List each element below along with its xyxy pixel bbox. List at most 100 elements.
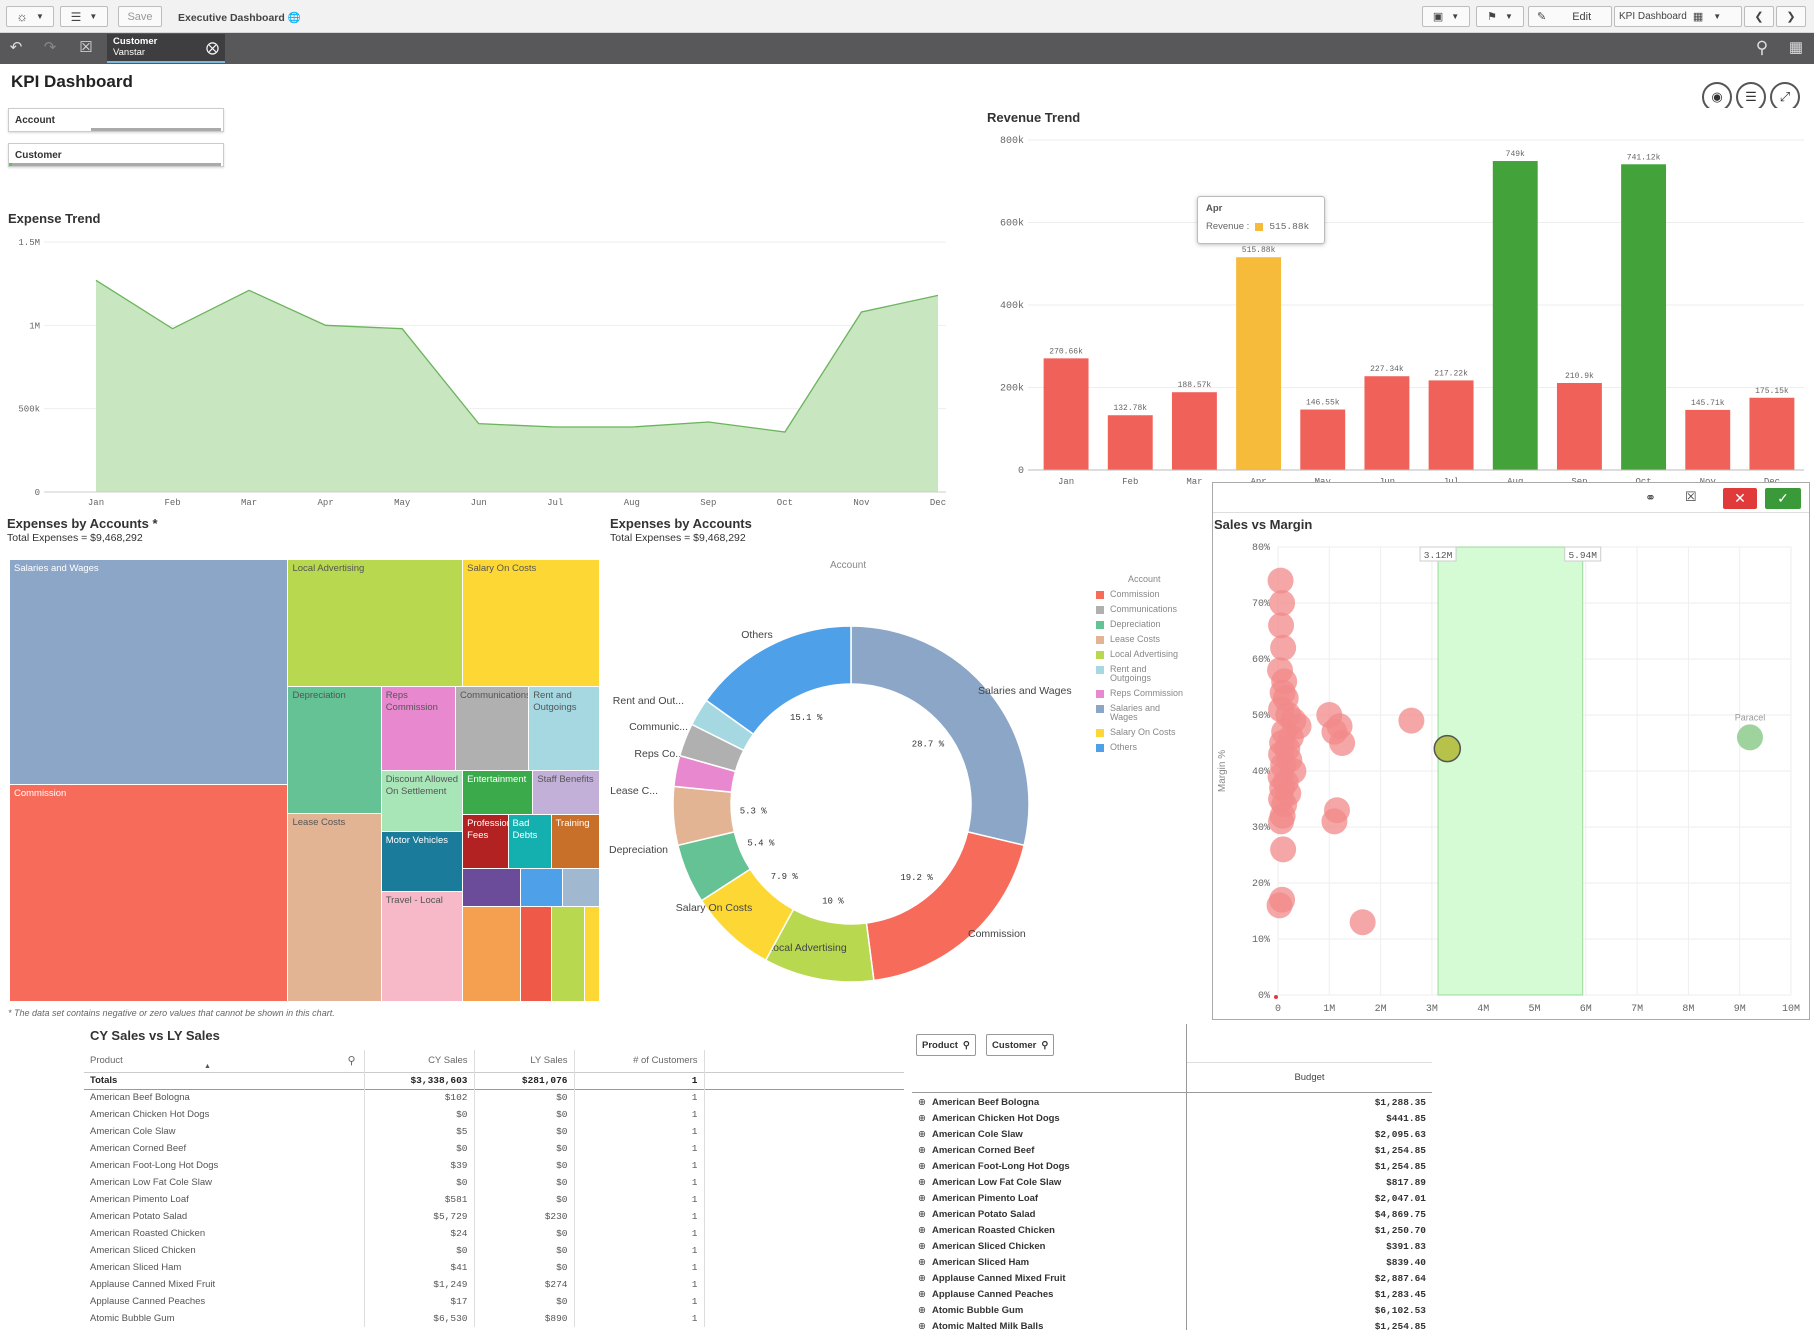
revenue-bar[interactable] — [1043, 358, 1089, 470]
scatter-point[interactable] — [1266, 892, 1293, 919]
expense-point[interactable] — [324, 323, 328, 327]
revenue-bar[interactable] — [1428, 380, 1474, 470]
treemap-cell[interactable]: Salaries and Wages — [10, 560, 289, 786]
revenue-bar[interactable] — [1171, 392, 1217, 470]
expand-icon[interactable]: ⊕ — [918, 1240, 926, 1252]
expand-icon[interactable]: ⊕ — [918, 1128, 926, 1140]
legend-item[interactable]: Reps Commission — [1096, 689, 1206, 698]
pivot-dim-customer[interactable]: Customer ⚲ — [986, 1034, 1055, 1056]
treemap-cell[interactable]: Depreciation — [288, 687, 382, 814]
treemap-cell[interactable]: Professional Fees — [463, 814, 509, 870]
pivot-row[interactable]: ⊕ American Pimento Loaf $2,047.01 — [912, 1190, 1432, 1206]
expand-icon[interactable]: ⊕ — [918, 1160, 926, 1172]
expense-point[interactable] — [94, 278, 98, 282]
pivot-row[interactable]: ⊕ American Sliced Ham $839.40 — [912, 1254, 1432, 1270]
scatter-point[interactable] — [1270, 634, 1297, 661]
selection-chip-customer[interactable]: Customer Vanstar ⨂ — [107, 34, 225, 63]
step-back-icon[interactable]: ↶ — [9, 39, 23, 56]
treemap-cell[interactable]: Communications — [456, 687, 530, 772]
revenue-bar[interactable] — [1300, 409, 1346, 470]
table-row[interactable]: American Sliced Ham $41 $0 1 — [84, 1259, 904, 1276]
expand-icon[interactable]: ⊕ — [918, 1320, 926, 1330]
pivot-row[interactable]: ⊕ American Potato Salad $4,869.75 — [912, 1206, 1432, 1222]
scatter-point[interactable] — [1269, 590, 1296, 616]
revenue-trend-chart[interactable]: 0 200k 400k 600k 800k 270.66k Jan 132.78k Feb 188… — [986, 128, 1810, 506]
table-row[interactable]: Applause Canned Peaches $17 $0 1 — [84, 1293, 904, 1310]
expense-point[interactable] — [783, 430, 787, 434]
treemap-cell[interactable]: Motor Vehicles — [381, 832, 464, 893]
table-row[interactable]: American Beef Bologna $102 $0 1 — [84, 1089, 904, 1106]
expense-point[interactable] — [171, 327, 175, 331]
expense-point[interactable] — [247, 288, 251, 292]
next-sheet-button[interactable]: ❯ — [1776, 6, 1806, 27]
revenue-bar[interactable] — [1621, 164, 1667, 470]
scatter-point-selected[interactable] — [1433, 734, 1462, 763]
pivot-row[interactable]: ⊕ Applause Canned Peaches $1,283.45 — [912, 1286, 1432, 1302]
table-row[interactable]: American Foot-Long Hot Dogs $39 $0 1 — [84, 1157, 904, 1174]
selections-tool-icon[interactable]: ▦ — [1788, 39, 1804, 56]
treemap-cell[interactable] — [520, 906, 552, 1002]
table-row[interactable]: American Cole Slaw $5 $0 1 — [84, 1123, 904, 1140]
range-selection-band[interactable] — [1437, 546, 1584, 996]
totals-row[interactable]: Totals $3,338,603 $281,076 1 — [84, 1072, 904, 1089]
donut-chart[interactable]: 28.7 % Salaries and Wages 19.2 % Commission… — [608, 556, 1088, 1016]
revenue-bar[interactable] — [1556, 383, 1602, 470]
revenue-bar[interactable] — [1107, 415, 1153, 470]
pivot-row[interactable]: ⊕ American Sliced Chicken $391.83 — [912, 1238, 1432, 1254]
expand-icon[interactable]: ⊕ — [918, 1224, 926, 1236]
revenue-bar[interactable] — [1685, 409, 1731, 470]
scatter-point[interactable] — [1398, 707, 1425, 734]
treemap-cell[interactable]: Rent and Outgoings — [529, 687, 600, 772]
expense-point[interactable] — [400, 327, 404, 331]
treemap-cell[interactable] — [551, 906, 585, 1002]
scatter-chart[interactable]: 0% 10% 20% 30% 40% 50% 60% 70% 80% 0 1M 2M 3M 4M 5M 6M 7… — [1213, 533, 1809, 1019]
pivot-row[interactable]: ⊕ American Corned Beef $1,254.85 — [912, 1142, 1432, 1158]
treemap-cell[interactable] — [463, 906, 521, 1002]
legend-item[interactable]: Depreciation — [1096, 620, 1206, 629]
treemap-cell[interactable]: Staff Benefits — [533, 771, 600, 815]
treemap-cell[interactable] — [463, 869, 521, 907]
expand-icon[interactable]: ⊕ — [918, 1144, 926, 1156]
expand-icon[interactable]: ⊕ — [918, 1176, 926, 1188]
pivot-row[interactable]: ⊕ American Low Fat Cole Slaw $817.89 — [912, 1174, 1432, 1190]
previous-sheet-button[interactable]: ❮ — [1744, 6, 1774, 27]
expense-point[interactable] — [477, 422, 481, 426]
column-header-cy-sales[interactable]: CY Sales — [364, 1050, 475, 1072]
table-row[interactable]: American Roasted Chicken $24 $0 1 — [84, 1225, 904, 1242]
navigation-menu-button[interactable]: ☼ ▼ — [6, 6, 54, 27]
scatter-point[interactable] — [1268, 612, 1295, 639]
treemap-cell[interactable]: Entertainment — [463, 771, 534, 815]
bookmark-button[interactable]: ⚑ ▼ — [1476, 6, 1524, 27]
donut-slice[interactable] — [850, 625, 1030, 847]
legend-item[interactable]: Commission — [1096, 590, 1206, 599]
treemap-cell[interactable] — [584, 906, 600, 1002]
expand-icon[interactable]: ⊕ — [918, 1304, 926, 1316]
treemap-cell[interactable]: Commission — [10, 785, 289, 1002]
column-header-product[interactable]: Product ⚲ ▲ — [84, 1050, 365, 1072]
step-forward-icon[interactable]: ↷ — [43, 39, 57, 56]
expand-icon[interactable]: ⊕ — [918, 1256, 926, 1268]
pivot-row[interactable]: ⊕ American Foot-Long Hot Dogs $1,254.85 — [912, 1158, 1432, 1174]
save-button[interactable]: Save — [118, 6, 162, 27]
donut-slice[interactable] — [865, 830, 1026, 982]
expense-point[interactable] — [859, 310, 863, 314]
scatter-point[interactable] — [1270, 836, 1297, 863]
treemap-cell[interactable]: Training — [551, 814, 600, 870]
expense-point[interactable] — [553, 425, 557, 429]
cancel-selection-button[interactable]: ✕ — [1723, 488, 1757, 509]
legend-item[interactable]: Salaries and Wages — [1096, 704, 1206, 722]
confirm-selection-button[interactable]: ✓ — [1765, 488, 1801, 509]
treemap-chart[interactable]: Salaries and Wages Commission Local Advert… — [10, 560, 600, 1002]
treemap-cell[interactable] — [563, 869, 600, 907]
revenue-bar[interactable] — [1364, 376, 1410, 470]
story-button[interactable]: ▣ ▼ — [1422, 6, 1470, 27]
expense-point[interactable] — [630, 425, 634, 429]
expand-icon[interactable]: ⊕ — [918, 1096, 926, 1108]
legend-item[interactable]: Others — [1096, 743, 1206, 752]
column-header-customers[interactable]: # of Customers — [574, 1050, 705, 1072]
expand-icon[interactable]: ⊕ — [918, 1272, 926, 1284]
pivot-row[interactable]: ⊕ American Cole Slaw $2,095.63 — [912, 1126, 1432, 1142]
treemap-cell[interactable] — [520, 869, 564, 907]
close-icon[interactable]: ⨂ — [206, 40, 219, 55]
treemap-cell[interactable]: Bad Debts — [508, 814, 552, 870]
